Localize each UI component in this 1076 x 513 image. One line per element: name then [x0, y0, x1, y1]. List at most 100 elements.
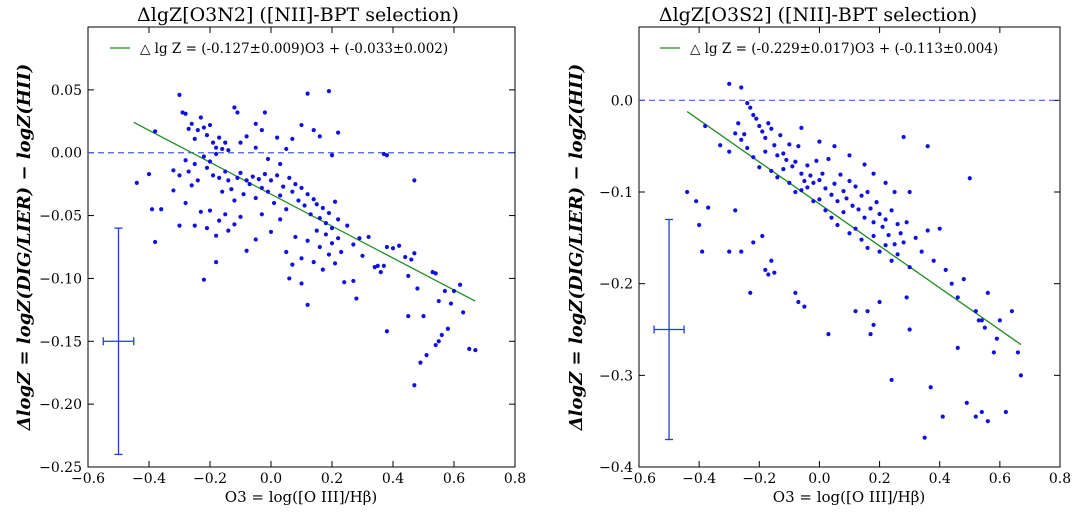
data-point — [793, 159, 798, 164]
data-point — [232, 222, 237, 227]
data-point — [290, 262, 295, 267]
data-point — [302, 203, 307, 208]
data-point — [847, 231, 852, 236]
data-point — [997, 318, 1002, 323]
data-point — [192, 136, 197, 141]
data-point — [320, 205, 325, 211]
data-point — [448, 301, 454, 306]
data-point — [412, 251, 417, 256]
data-point — [451, 288, 457, 294]
data-point — [332, 261, 338, 266]
data-point — [409, 257, 414, 262]
data-point — [763, 135, 768, 141]
data-point — [195, 178, 200, 183]
x-axis-label: O3 = log([O III]/Hβ) — [225, 488, 377, 506]
data-point — [311, 259, 316, 265]
data-point — [186, 169, 191, 174]
data-point — [751, 112, 756, 118]
data-point — [685, 189, 690, 195]
data-point — [247, 182, 252, 187]
data-point — [793, 290, 798, 295]
x-tick-label: 0.0 — [808, 471, 830, 487]
data-point — [415, 286, 420, 291]
data-point — [284, 146, 289, 152]
data-point — [244, 248, 249, 253]
data-point — [253, 121, 258, 126]
data-point — [305, 302, 310, 307]
data-point — [733, 131, 738, 136]
data-point — [287, 175, 292, 180]
data-point — [192, 161, 197, 167]
data-point — [384, 329, 389, 334]
data-point — [781, 166, 786, 172]
data-point — [769, 168, 774, 174]
data-point — [259, 212, 264, 217]
data-point — [985, 419, 990, 424]
data-point — [207, 208, 213, 213]
data-point — [886, 232, 891, 238]
data-point — [195, 127, 200, 133]
data-point — [439, 332, 444, 338]
data-point — [299, 281, 304, 286]
data-point — [853, 184, 858, 189]
data-point — [177, 223, 182, 228]
data-point — [329, 153, 335, 158]
data-point — [226, 228, 231, 233]
data-point — [877, 249, 882, 254]
data-point — [703, 123, 708, 129]
data-point — [171, 188, 176, 193]
data-point — [727, 249, 732, 254]
data-point — [217, 218, 222, 223]
data-point — [293, 182, 298, 187]
data-point — [805, 185, 810, 190]
data-point — [826, 156, 831, 162]
data-point — [217, 135, 222, 140]
data-point — [829, 192, 834, 197]
data-point — [253, 145, 258, 150]
data-point — [397, 243, 402, 248]
data-point — [406, 314, 411, 319]
y-tick-label: 0.00 — [51, 146, 82, 162]
legend: △ lg Z = (-0.127±0.009)O3 + (-0.033±0.00… — [110, 41, 448, 57]
data-point — [284, 249, 289, 255]
data-point — [433, 342, 438, 348]
data-point — [317, 244, 322, 250]
data-point — [278, 193, 283, 198]
data-point — [226, 148, 231, 153]
data-point — [204, 226, 210, 231]
data-point — [763, 267, 768, 273]
plot-area — [87, 26, 516, 468]
data-point — [769, 126, 774, 131]
data-point — [159, 207, 164, 212]
data-point — [424, 353, 429, 358]
data-point — [736, 121, 741, 126]
data-point — [940, 414, 945, 419]
data-point — [153, 239, 158, 245]
data-point — [183, 158, 188, 163]
data-point — [149, 207, 155, 212]
data-point — [305, 192, 310, 197]
data-point — [235, 175, 240, 180]
data-point — [799, 171, 804, 176]
data-point — [802, 178, 807, 184]
x-tick-label: 0.8 — [1049, 471, 1071, 487]
data-point — [329, 241, 335, 246]
data-point — [835, 199, 840, 204]
data-point — [311, 197, 316, 202]
y-tick-label: −0.10 — [39, 271, 82, 287]
data-point — [192, 223, 197, 228]
y-tick-label: −0.1 — [599, 185, 633, 201]
data-point — [177, 173, 182, 178]
data-point — [913, 235, 918, 240]
data-point — [799, 125, 804, 130]
y-tick-label: −0.3 — [599, 368, 633, 384]
axis-ticks: −0.6 −0.4 −0.2 0.0 0.2 0.4 0.6 0.8−0.4−0.3−0.2−… — [599, 27, 1071, 487]
data-point — [268, 229, 274, 235]
data-point — [760, 129, 765, 134]
data-point — [314, 228, 319, 233]
x-tick-label: 0.4 — [382, 471, 404, 487]
data-point — [290, 189, 295, 194]
data-point — [232, 198, 237, 203]
data-point — [336, 217, 341, 222]
data-point — [835, 222, 840, 228]
